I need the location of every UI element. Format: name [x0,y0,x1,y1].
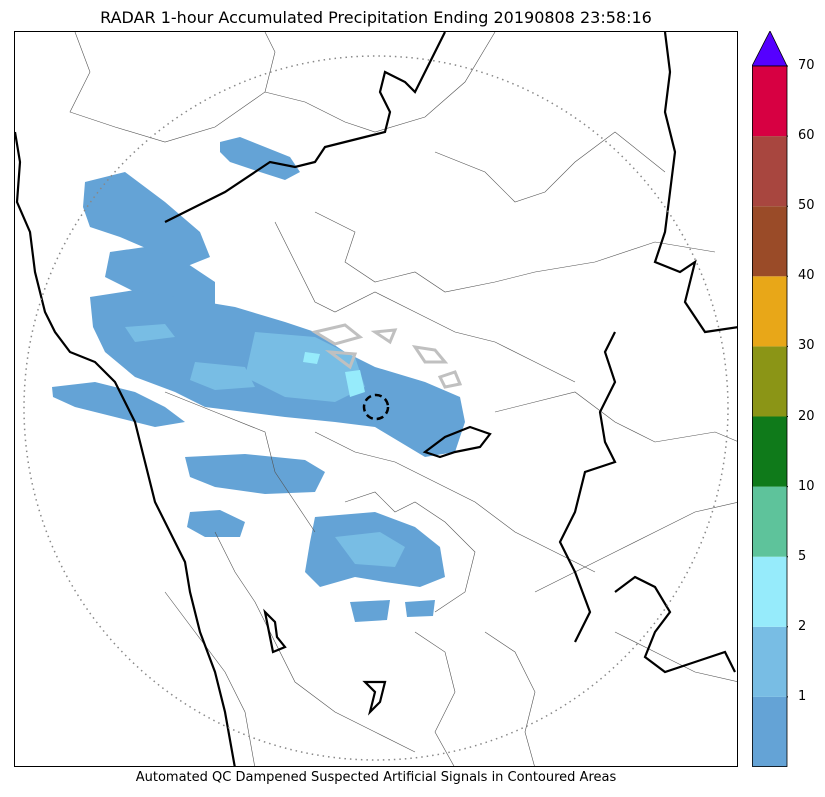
colorbar-canvas [752,31,788,767]
colorbar-tick-label: 70 [798,58,815,73]
colorbar-tick-label: 20 [798,408,815,424]
colorbar-segment [752,276,787,347]
colorbar-segment [752,346,787,417]
precipitation-peaks [303,352,365,397]
map-canvas [15,32,737,766]
colorbar-segment [752,626,787,697]
colorbar-segment [752,66,787,137]
colorbar [752,31,788,767]
colorbar-segment [752,136,787,207]
colorbar-tick-label: 50 [798,198,815,214]
radar-map[interactable] [14,31,738,767]
colorbar-tick-label: 60 [798,128,815,144]
colorbar-segment [752,486,787,557]
district-boundaries [69,32,737,766]
colorbar-tick-label: 2 [798,618,807,634]
colorbar-segment [752,416,787,487]
colorbar-tick-label: 1 [798,688,807,704]
colorbar-segment [752,206,787,277]
colorbar-segment [752,696,787,767]
colorbar-tick-label: 30 [798,338,815,354]
qc-contoured-areas [311,323,463,389]
range-ring [23,55,729,761]
colorbar-tick-label: 40 [798,268,815,284]
state-boundaries [15,32,737,766]
colorbar-extend-triangle [752,31,788,67]
colorbar-tick-label: 10 [798,478,815,494]
footer-note: Automated QC Dampened Suspected Artifici… [135,770,617,785]
colorbar-tick-label: 5 [798,548,807,564]
colorbar-segment [752,556,787,627]
radar-site-marker [362,393,390,421]
precipitation-cores [125,324,405,567]
plot-title: RADAR 1-hour Accumulated Precipitation E… [100,8,652,27]
